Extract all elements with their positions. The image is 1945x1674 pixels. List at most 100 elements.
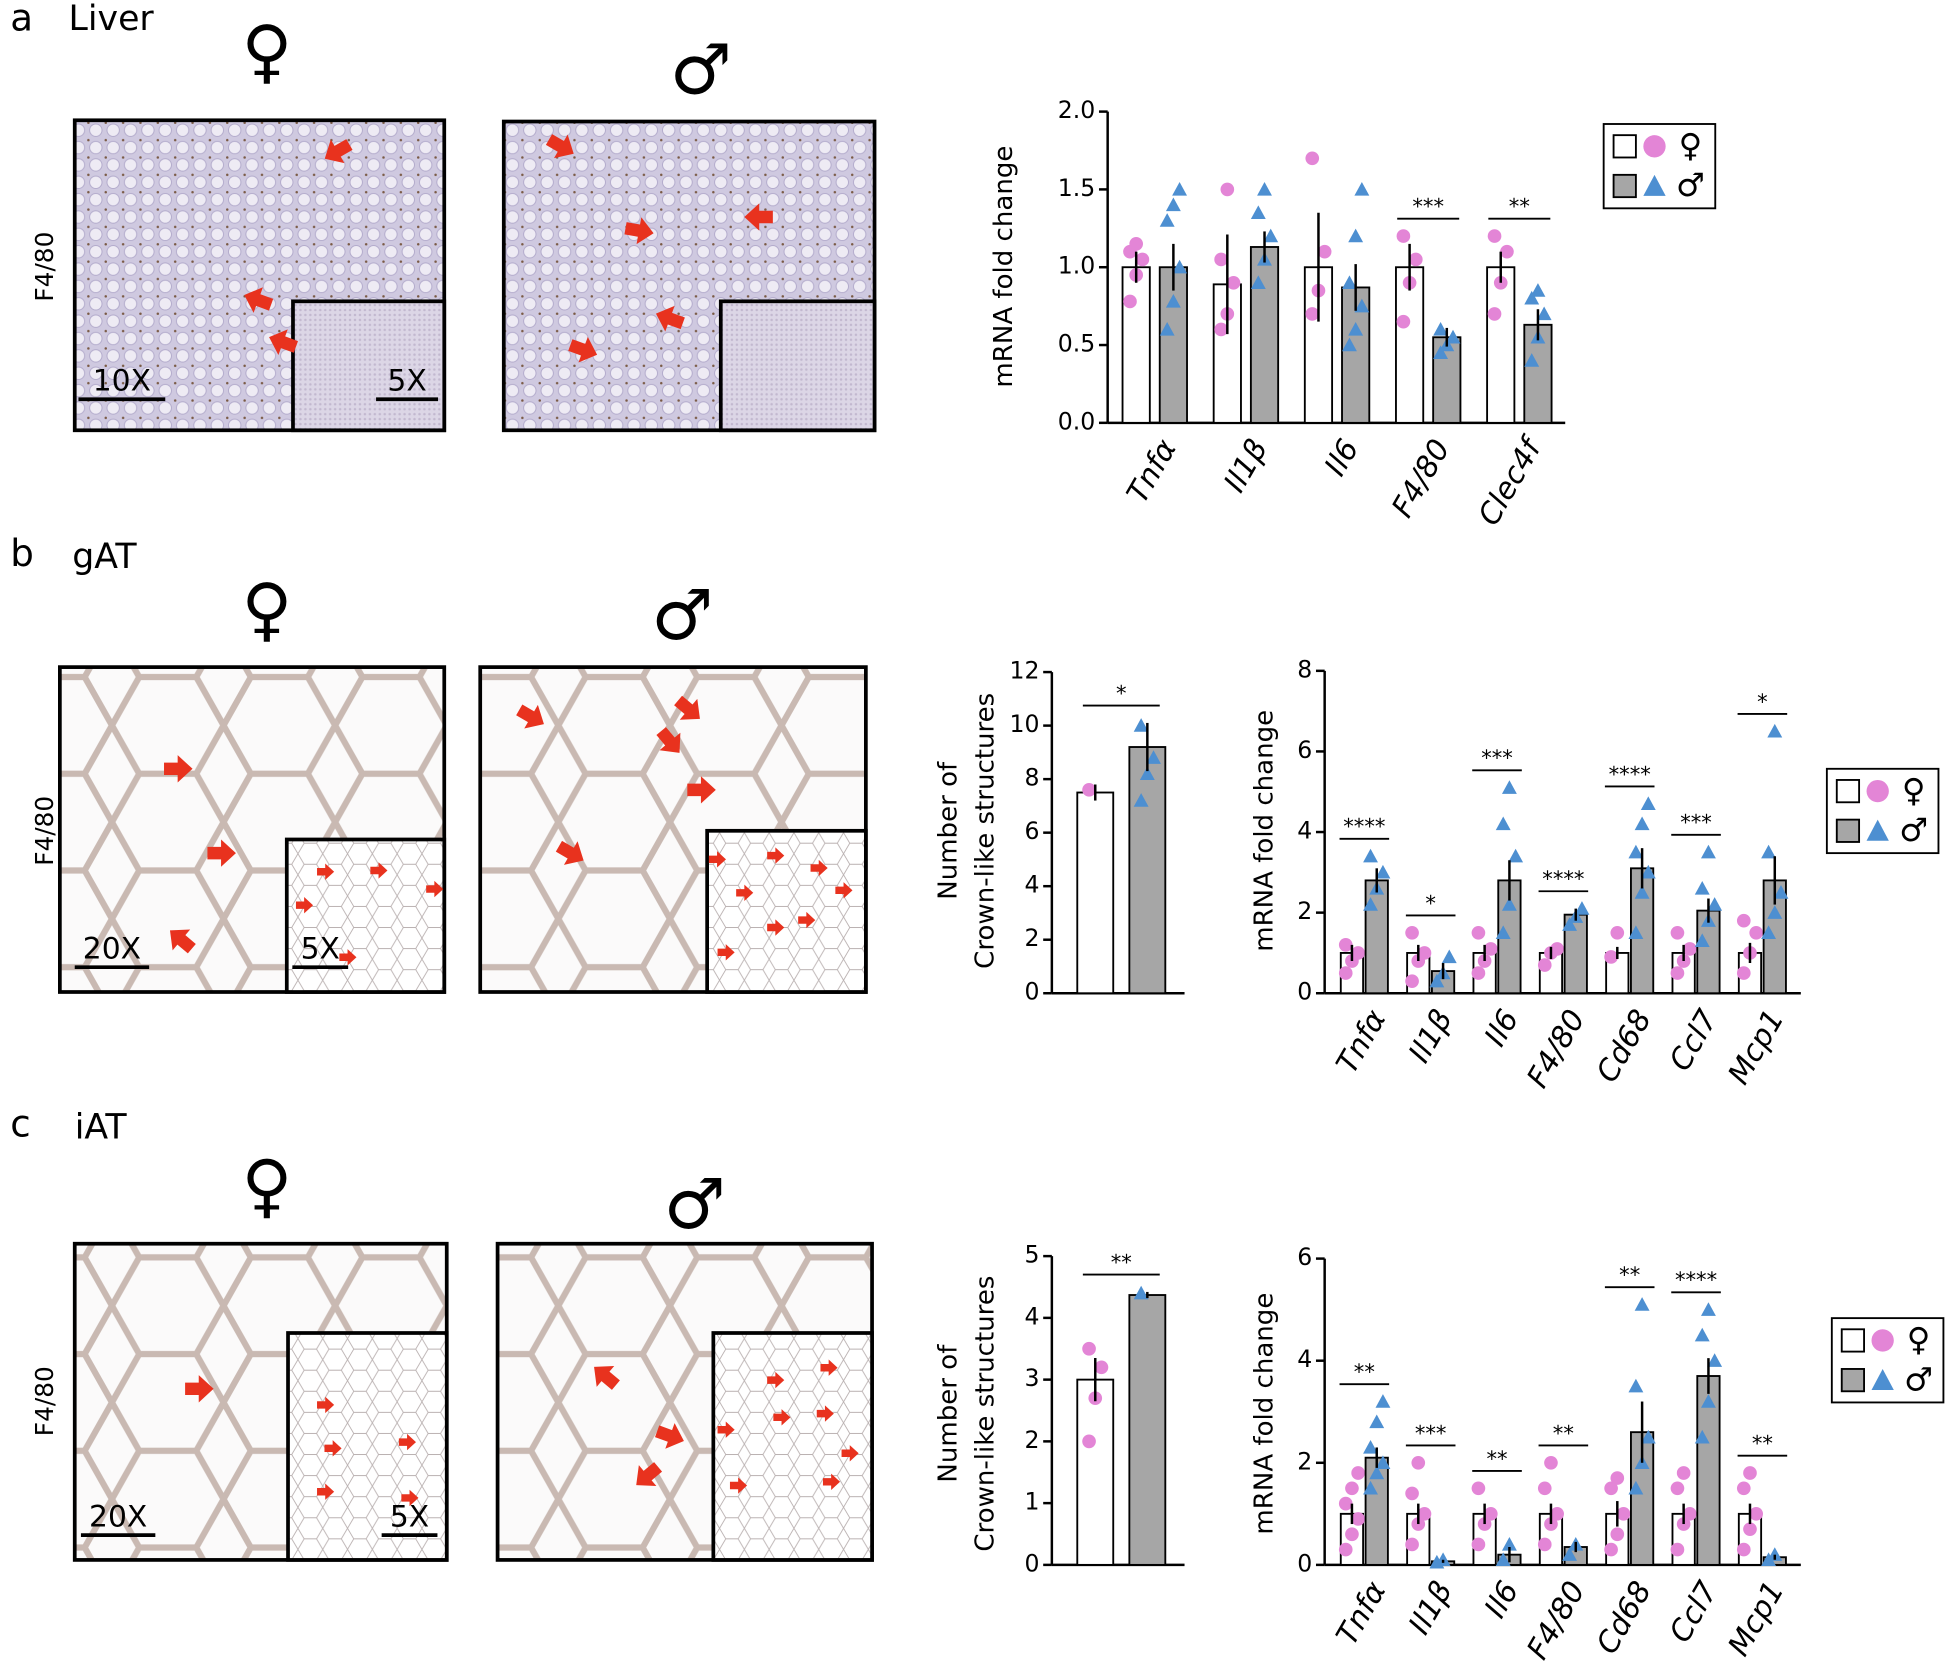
y-tick-label: 3	[1024, 1364, 1039, 1392]
data-point	[1133, 718, 1149, 732]
significance: ***	[1412, 194, 1444, 219]
data-point	[1500, 244, 1514, 259]
data-point	[1508, 848, 1524, 863]
magnification: 5X	[387, 363, 426, 398]
x-tick-label: Cd68	[1590, 1004, 1659, 1089]
data-point	[1375, 1394, 1391, 1408]
bar	[1128, 1294, 1167, 1566]
data-point	[1363, 1440, 1378, 1454]
x-tick-label: Mcp1	[1721, 1004, 1791, 1091]
data-point	[1375, 864, 1391, 879]
data-point	[1405, 925, 1419, 940]
data-point	[1351, 946, 1365, 960]
data-point	[1495, 816, 1511, 831]
data-point	[1159, 322, 1175, 336]
data-point	[1159, 213, 1175, 227]
data-point	[1445, 329, 1461, 344]
data-point	[1363, 897, 1378, 911]
significance: **	[1486, 1446, 1507, 1471]
data-point	[1220, 182, 1235, 197]
x-tick-label: Clec4f	[1472, 430, 1551, 532]
sex-symbol: ♀	[242, 12, 293, 92]
y-tick-label: 4	[1297, 1345, 1312, 1373]
chart: 0 1 2 3 4 5 Number of Crown-like structures **	[933, 1241, 1185, 1577]
y-tick-label: 6	[1297, 736, 1312, 764]
data-point	[1761, 925, 1777, 939]
x-tick-label: Ccl7	[1663, 1575, 1726, 1648]
significance: **	[1553, 1420, 1574, 1445]
x-tick-label: Ccl7	[1663, 1004, 1726, 1077]
x-tick-label: Il6	[1318, 433, 1366, 482]
data-point	[1250, 205, 1266, 219]
data-point	[1604, 1542, 1618, 1557]
data-point	[1082, 1341, 1096, 1356]
data-point	[1305, 151, 1320, 166]
data-point	[1749, 1507, 1763, 1521]
data-point	[1743, 1466, 1757, 1480]
data-point	[1694, 1327, 1710, 1342]
data-point	[1707, 1353, 1723, 1367]
panel-title: Liver	[69, 0, 155, 39]
significance: ***	[1415, 1420, 1447, 1445]
y-tick-label: 2.0	[1058, 96, 1095, 124]
y-tick-label: 0	[1024, 978, 1039, 1006]
data-point	[1773, 885, 1789, 899]
y-tick-label: 0	[1024, 1549, 1039, 1577]
stain-label: F4/80	[30, 232, 59, 302]
data-point	[1429, 973, 1445, 988]
panel-label: a	[10, 0, 33, 39]
data-point	[1736, 913, 1751, 928]
data-point	[1338, 938, 1353, 952]
x-tick-label: Il1β	[1402, 1004, 1460, 1069]
data-point	[1250, 275, 1266, 289]
legend-swatch	[1835, 818, 1861, 843]
data-point	[1396, 314, 1411, 329]
bar	[1395, 266, 1425, 424]
y-tick-label: 8	[1297, 655, 1312, 683]
data-point	[1761, 844, 1777, 859]
y-axis-label: Crown-like structures	[971, 1276, 1001, 1552]
data-point	[1214, 322, 1228, 337]
panel-title: iAT	[75, 1107, 128, 1147]
y-tick-label: 10	[1009, 710, 1039, 738]
micrograph-inset	[705, 828, 868, 994]
data-point	[1628, 925, 1644, 939]
data-point	[1707, 897, 1723, 911]
data-point	[1146, 750, 1161, 764]
data-point	[1701, 1302, 1716, 1316]
data-point	[1610, 1527, 1625, 1542]
data-point	[1634, 1297, 1650, 1311]
y-tick-label: 0.5	[1058, 330, 1095, 358]
data-point	[1628, 1378, 1644, 1393]
data-point	[1342, 337, 1357, 352]
chart: 0 2 4 6 mRNA fold change Tnfα ** Il1β *** Il6 ** F4…	[1250, 1243, 1945, 1666]
data-point	[1694, 933, 1710, 948]
y-axis-label: Number of	[933, 1344, 963, 1483]
data-point	[1405, 974, 1419, 988]
data-point	[1471, 966, 1486, 980]
data-point	[1544, 1517, 1558, 1531]
legend-label: ♀	[1907, 1321, 1931, 1359]
data-point	[1487, 229, 1502, 243]
data-point	[1767, 1547, 1783, 1561]
data-point	[1574, 901, 1590, 915]
data-point	[1610, 1471, 1625, 1485]
y-tick-label: 1.5	[1058, 174, 1095, 202]
data-point	[1408, 252, 1423, 267]
bar	[1249, 246, 1280, 424]
data-point	[1471, 1481, 1486, 1496]
y-tick-label: 4	[1024, 871, 1039, 899]
data-point	[1562, 1547, 1577, 1561]
y-axis-label: mRNA fold change	[989, 146, 1019, 388]
significance: **	[1354, 1359, 1375, 1384]
data-point	[1305, 307, 1320, 321]
data-point	[1524, 353, 1540, 367]
significance: **	[1619, 1262, 1640, 1287]
x-tick-label: Il1β	[1217, 433, 1275, 498]
legend-swatch	[1835, 779, 1861, 804]
data-point	[1433, 322, 1449, 336]
legend-swatch	[1612, 134, 1637, 159]
legend-label: ♀	[1679, 127, 1703, 165]
data-point	[1369, 1465, 1385, 1480]
significance: **	[1111, 1249, 1132, 1274]
